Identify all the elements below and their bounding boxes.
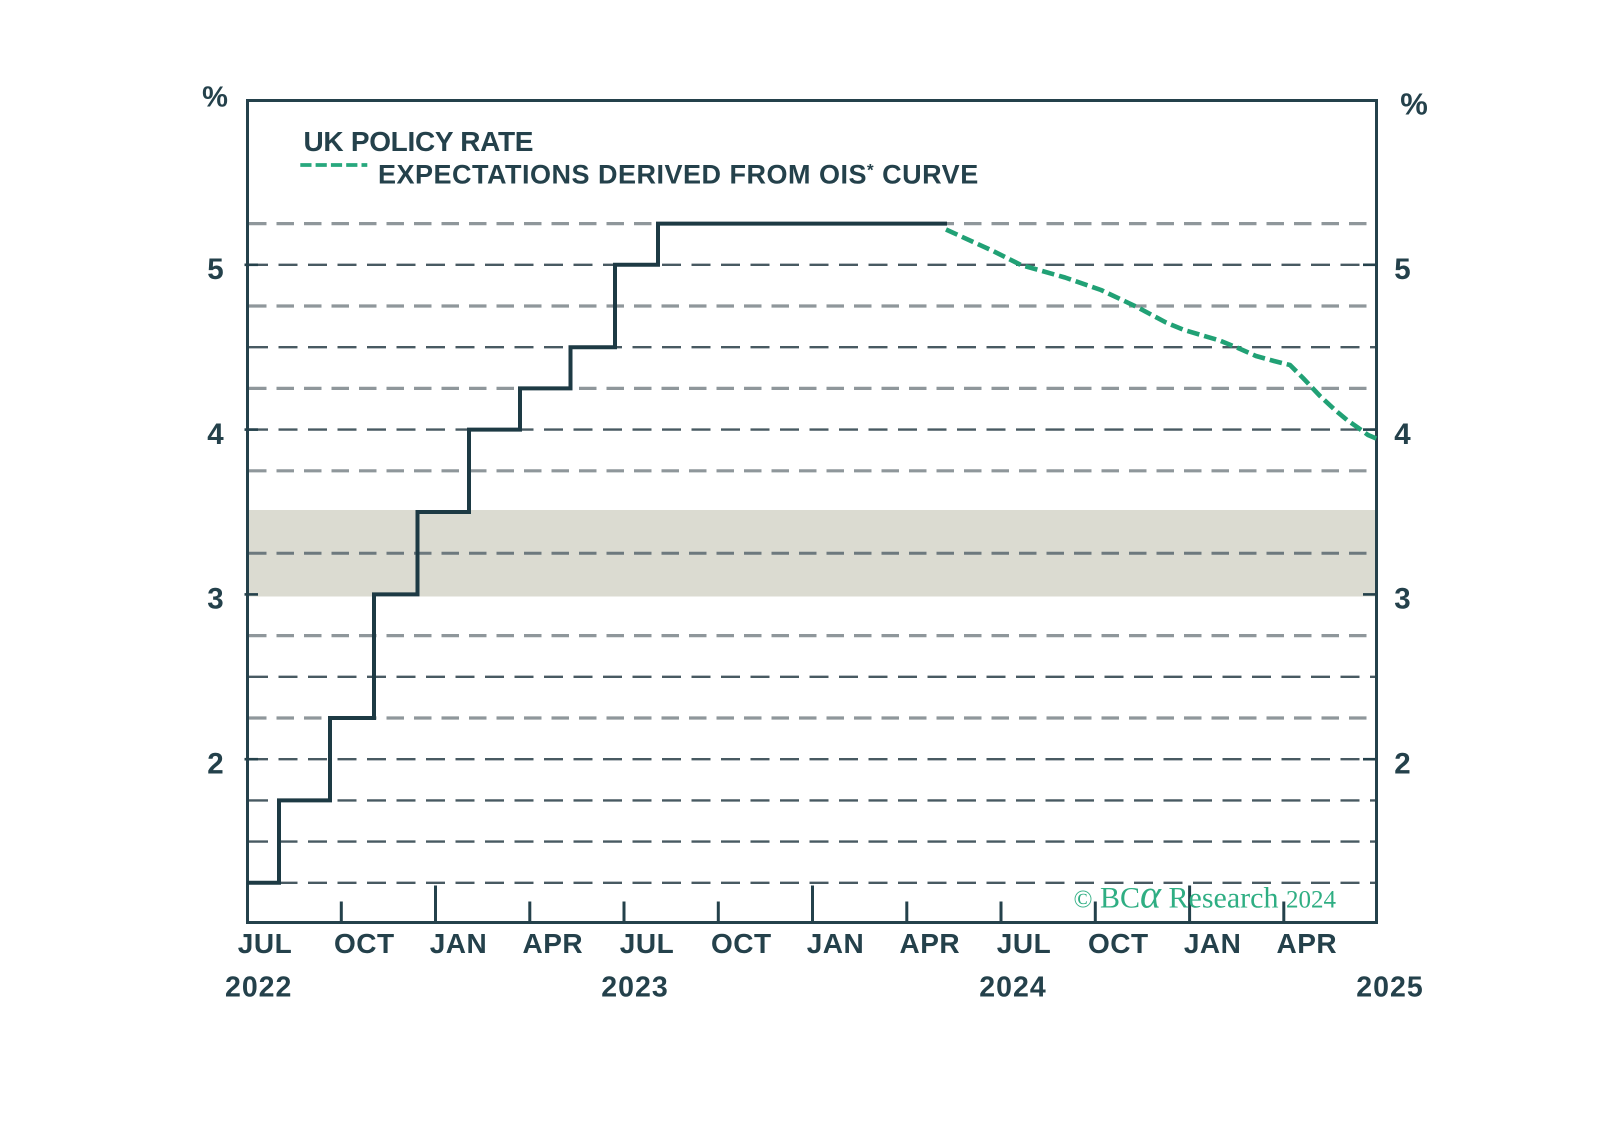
svg-text:2022: 2022 <box>225 972 292 1004</box>
svg-text:%: % <box>202 82 228 114</box>
svg-text:JUL: JUL <box>238 928 292 959</box>
svg-text:2025: 2025 <box>1356 972 1423 1004</box>
svg-text:2: 2 <box>207 748 223 781</box>
svg-text:OCT: OCT <box>1088 928 1149 959</box>
svg-text:JAN: JAN <box>1184 928 1242 959</box>
svg-text:JAN: JAN <box>807 928 865 959</box>
svg-text:3: 3 <box>1394 583 1410 616</box>
svg-text:UK POLICY RATE: UK POLICY RATE <box>304 126 534 157</box>
svg-text:OCT: OCT <box>334 928 395 959</box>
svg-text:EXPECTATIONS DERIVED FROM OIS*: EXPECTATIONS DERIVED FROM OIS* CURVE <box>378 160 979 190</box>
svg-text:5: 5 <box>207 253 223 286</box>
svg-text:4: 4 <box>1394 418 1411 451</box>
svg-text:JAN: JAN <box>430 928 488 959</box>
svg-text:5: 5 <box>1394 253 1410 286</box>
svg-text:APR: APR <box>899 928 960 959</box>
svg-text:%: % <box>1400 87 1428 122</box>
svg-text:4: 4 <box>207 418 224 451</box>
svg-text:2024: 2024 <box>979 972 1046 1004</box>
svg-text:2023: 2023 <box>601 972 668 1004</box>
svg-text:JUL: JUL <box>997 928 1051 959</box>
svg-text:APR: APR <box>522 928 583 959</box>
svg-text:OCT: OCT <box>711 928 772 959</box>
svg-text:3: 3 <box>207 583 223 616</box>
svg-text:APR: APR <box>1276 928 1337 959</box>
svg-text:2: 2 <box>1394 748 1410 781</box>
svg-text:JUL: JUL <box>620 928 674 959</box>
